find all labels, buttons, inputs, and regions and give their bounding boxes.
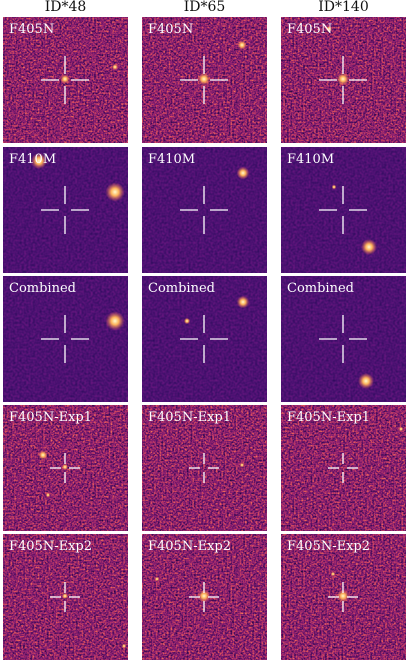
panel-label: F405N xyxy=(148,22,193,37)
column-header: ID*65 xyxy=(184,0,226,15)
source xyxy=(154,576,160,582)
source xyxy=(330,571,336,577)
image-panel xyxy=(281,405,406,531)
panel-label: F405N-Exp2 xyxy=(9,539,92,554)
source xyxy=(336,589,350,603)
panel-label: Combined xyxy=(148,281,215,296)
source xyxy=(197,589,211,603)
source xyxy=(236,295,250,309)
source xyxy=(325,25,333,33)
source xyxy=(105,182,125,202)
source xyxy=(236,166,250,180)
column-header: ID*140 xyxy=(318,0,368,15)
source xyxy=(38,450,48,460)
panel-label: F405N xyxy=(287,22,332,37)
column-header: ID*48 xyxy=(45,0,87,15)
image-panel xyxy=(3,147,128,273)
panel-label: F405N-Exp2 xyxy=(287,539,370,554)
panel-label: Combined xyxy=(287,281,354,296)
source xyxy=(398,426,404,432)
source xyxy=(331,184,337,190)
image-panel xyxy=(281,147,406,273)
panel-label: F405N-Exp1 xyxy=(148,410,231,425)
panel-label: F410M xyxy=(148,152,195,167)
image-panel xyxy=(281,276,406,402)
panel-label: F405N-Exp1 xyxy=(287,410,370,425)
source xyxy=(31,153,47,169)
source xyxy=(358,373,374,389)
source xyxy=(105,311,125,331)
source xyxy=(111,63,119,71)
panel-label: F405N-Exp1 xyxy=(9,410,92,425)
source xyxy=(121,643,127,649)
source xyxy=(45,492,51,498)
image-panel xyxy=(3,276,128,402)
source xyxy=(61,463,69,471)
source xyxy=(239,462,245,468)
source xyxy=(183,317,191,325)
source xyxy=(61,592,69,600)
image-panel xyxy=(142,405,267,531)
source xyxy=(237,40,247,50)
panel-label: Combined xyxy=(9,281,76,296)
source xyxy=(336,72,350,86)
panel-label: F405N xyxy=(9,22,54,37)
source xyxy=(197,72,211,86)
source xyxy=(361,239,377,255)
panel-label: F405N-Exp2 xyxy=(148,539,231,554)
source xyxy=(60,74,70,84)
panel-label: F410M xyxy=(9,152,56,167)
panel-label: F410M xyxy=(287,152,334,167)
